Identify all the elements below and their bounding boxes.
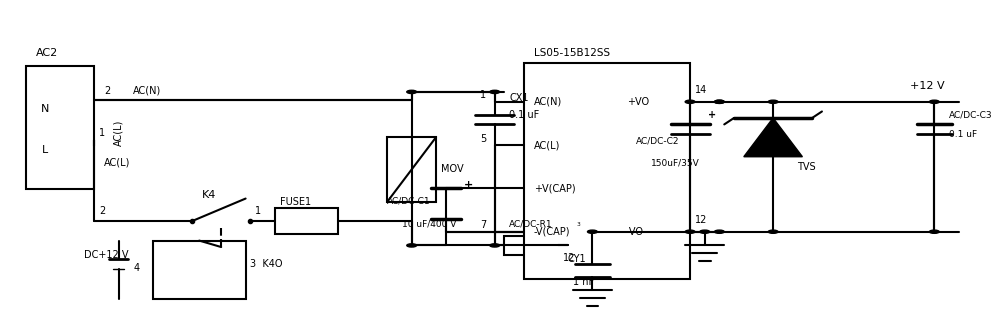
Text: -V(CAP): -V(CAP): [534, 227, 570, 237]
Text: 3  K4O: 3 K4O: [250, 259, 283, 269]
Text: FUSE1: FUSE1: [280, 197, 311, 207]
Text: L: L: [42, 144, 48, 155]
Text: AC/DC-C3: AC/DC-C3: [949, 110, 993, 119]
Text: +12 V: +12 V: [910, 81, 944, 91]
Text: +: +: [463, 180, 473, 190]
Text: AC/DC-R1: AC/DC-R1: [509, 220, 553, 229]
Circle shape: [714, 230, 724, 233]
Text: 4: 4: [133, 263, 139, 273]
Circle shape: [768, 230, 778, 233]
Circle shape: [768, 100, 778, 103]
Text: AC/DC-C1: AC/DC-C1: [387, 197, 431, 206]
Circle shape: [407, 90, 417, 94]
Text: 12: 12: [695, 215, 707, 225]
Text: 1 nF: 1 nF: [573, 277, 594, 287]
Circle shape: [700, 230, 710, 233]
Text: 12: 12: [563, 253, 575, 263]
Circle shape: [929, 100, 939, 103]
Circle shape: [685, 230, 695, 233]
Text: 0.1 uF: 0.1 uF: [509, 110, 540, 120]
Text: +V(CAP): +V(CAP): [534, 184, 575, 193]
Bar: [504, 236, 558, 255]
Text: LS05-15B12SS: LS05-15B12SS: [534, 48, 610, 58]
Text: $_3$: $_3$: [576, 220, 581, 229]
Text: 1: 1: [480, 90, 486, 100]
Text: 150uF/35V: 150uF/35V: [651, 159, 700, 168]
Text: 7: 7: [480, 220, 486, 230]
Text: 2: 2: [104, 86, 110, 96]
Text: K4: K4: [202, 190, 216, 200]
Text: MOV: MOV: [441, 164, 464, 174]
Text: AC2: AC2: [36, 48, 58, 58]
Text: AC(L): AC(L): [534, 140, 560, 150]
Text: 14: 14: [695, 85, 707, 96]
Circle shape: [929, 230, 939, 233]
Text: 10 uF/400 V: 10 uF/400 V: [402, 219, 456, 229]
Text: CX1: CX1: [509, 93, 529, 103]
Bar: [26, 66, 94, 189]
Polygon shape: [744, 118, 802, 157]
Text: AC(N): AC(N): [133, 86, 162, 96]
Text: AC(L): AC(L): [104, 157, 130, 167]
Bar: [275, 208, 338, 234]
Circle shape: [490, 244, 500, 247]
Text: AC(L): AC(L): [114, 120, 124, 146]
Text: AC/DC-C2: AC/DC-C2: [636, 136, 680, 145]
Circle shape: [490, 90, 500, 94]
Circle shape: [714, 100, 724, 103]
Text: TVS: TVS: [798, 162, 816, 172]
Text: 0.1 uF: 0.1 uF: [949, 130, 977, 139]
Text: 5: 5: [480, 134, 486, 144]
Text: -VO: -VO: [627, 227, 644, 237]
Text: +: +: [708, 110, 716, 120]
Circle shape: [685, 100, 695, 103]
Text: DC+12 V: DC+12 V: [84, 250, 129, 260]
Text: CY1: CY1: [568, 254, 587, 264]
Bar: [153, 241, 246, 299]
Circle shape: [714, 100, 724, 103]
Circle shape: [407, 244, 417, 247]
Bar: [524, 63, 690, 279]
Text: 2: 2: [99, 206, 105, 216]
Text: 1: 1: [99, 128, 105, 138]
Text: +VO: +VO: [627, 97, 649, 107]
Text: AC(N): AC(N): [534, 97, 562, 107]
Text: N: N: [41, 104, 50, 114]
Circle shape: [587, 230, 597, 233]
Text: 1: 1: [255, 206, 261, 216]
Bar: [387, 137, 436, 202]
